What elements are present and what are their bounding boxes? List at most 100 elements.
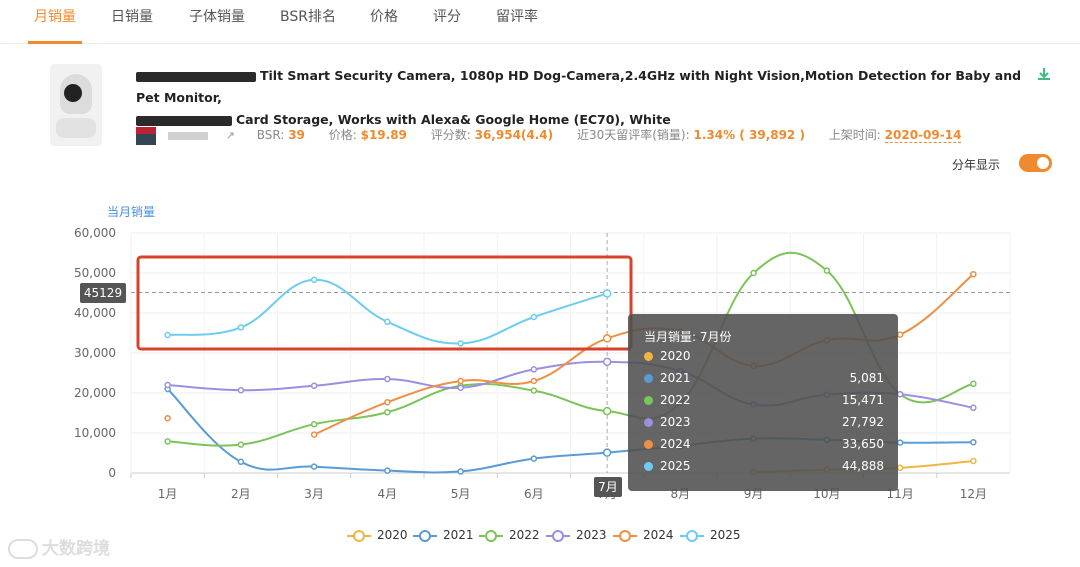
legend-label: 2025	[710, 528, 741, 542]
tab-review-rate[interactable]: 留评率	[496, 9, 538, 25]
watermark: 大数跨境	[8, 534, 110, 559]
y-tick-label: 10,000	[74, 426, 116, 440]
tab-monthly-sales[interactable]: 月销量	[34, 9, 76, 25]
data-point-2022	[310, 420, 318, 428]
data-point-2021	[530, 455, 538, 462]
y-tick-label: 50,000	[74, 266, 116, 280]
product-title[interactable]: Tilt Smart Security Camera, 1080p HD Dog…	[136, 65, 1026, 131]
tooltip-series-value: 5,081	[849, 371, 884, 385]
review-rate-value: 1.34% ( 39,892 )	[693, 128, 805, 142]
crosshair-y-label: 45129	[80, 283, 126, 303]
data-point-2021	[602, 448, 612, 457]
tooltip-title: 当月销量: 7月份	[644, 330, 732, 344]
tooltip-dot	[644, 418, 653, 427]
tooltip-series-name: 2021	[660, 371, 691, 385]
x-tick-label: 6月	[524, 487, 544, 501]
review-rate-label: 近30天留评率(销量):	[576, 128, 690, 142]
data-point-2024	[530, 377, 538, 385]
tab-daily-sales[interactable]: 日销量	[111, 9, 153, 25]
tooltip-series-name: 2020	[660, 349, 691, 363]
external-link-icon[interactable]: ↗	[225, 129, 235, 142]
data-point-2024	[384, 398, 391, 406]
data-point-2022	[530, 387, 538, 394]
data-point-2025	[384, 318, 391, 326]
data-point-2023	[164, 381, 171, 389]
y-tick-label: 0	[108, 466, 116, 480]
download-icon[interactable]	[1036, 66, 1052, 82]
tooltip-dot	[644, 396, 653, 405]
tooltip-dot	[644, 440, 653, 449]
y-tick-label: 30,000	[74, 346, 116, 360]
tooltip-row: 2022 15,471	[644, 393, 884, 409]
product-title-line1: Tilt Smart Security Camera, 1080p HD Dog…	[136, 68, 1022, 105]
data-point-2022	[384, 408, 391, 416]
y-tick-label: 60,000	[74, 226, 116, 240]
tab-price[interactable]: 价格	[370, 9, 398, 25]
toggle-knob	[1037, 157, 1049, 169]
tab-variant-sales[interactable]: 子体销量	[189, 9, 245, 25]
data-point-2021	[310, 463, 318, 470]
tab-bsr-rank[interactable]: BSR排名	[280, 9, 336, 25]
series-line-2025	[167, 278, 608, 345]
legend-label: 2020	[377, 528, 408, 542]
crosshair-x-label: 7月	[594, 477, 622, 497]
data-point-2023	[602, 357, 612, 367]
x-tick-label: 12月	[960, 487, 987, 501]
data-point-2022	[823, 267, 831, 274]
data-point-2024	[457, 377, 464, 385]
data-point-2024	[970, 270, 977, 278]
chart-tooltip: 当月销量: 7月份 2020 2021 5,081 2022 15,471 2023…	[628, 314, 898, 491]
x-tick-label: 5月	[451, 487, 471, 501]
data-point-2021	[970, 438, 977, 446]
data-point-2023	[237, 386, 245, 394]
chart-legend: 2020 2021 2022 2023 2024 2025	[0, 528, 1080, 548]
tooltip-row: 2025 44,888	[644, 459, 884, 475]
tooltip-dot	[644, 352, 653, 361]
tooltip-series-value: 33,650	[842, 437, 884, 451]
y-axis-title: 当月销量	[107, 205, 155, 219]
highlight-box	[136, 255, 633, 351]
tooltip-row: 2024 33,650	[644, 437, 884, 453]
data-point-2024	[164, 414, 171, 422]
watermark-text: 大数跨境	[42, 539, 110, 559]
data-point-2025	[530, 313, 538, 321]
data-point-2025	[164, 331, 171, 339]
data-point-2025	[310, 276, 318, 284]
tooltip-series-value: 15,471	[842, 393, 884, 407]
tab-bar: 月销量 日销量 子体销量 BSR排名 价格 评分 留评率	[0, 0, 1080, 44]
tooltip-dot	[644, 374, 653, 383]
tooltip-series-name: 2022	[660, 393, 691, 407]
price-label: 价格:	[328, 128, 357, 142]
redacted-asin	[167, 131, 208, 140]
data-point-2025	[237, 324, 245, 331]
data-point-2022	[164, 438, 171, 445]
yearly-toggle[interactable]	[1019, 154, 1052, 172]
rating-value: 36,954(4.4)	[474, 128, 554, 142]
product-meta: ↗ BSR: 39 价格: $19.89 评分数: 36,954(4.4) 近3…	[136, 126, 962, 145]
listed-date-label: 上架时间:	[828, 128, 881, 142]
data-point-2022	[602, 406, 612, 416]
legend-label: 2022	[509, 528, 540, 542]
data-point-2025	[457, 340, 464, 347]
listed-date-value[interactable]: 2020-09-14	[884, 128, 962, 143]
data-point-2021	[237, 458, 245, 466]
data-point-2024	[310, 431, 318, 438]
tooltip-series-name: 2023	[660, 415, 691, 429]
product-thumbnail[interactable]	[50, 64, 102, 146]
data-point-2025	[602, 289, 612, 298]
tooltip-series-name: 2025	[660, 459, 691, 473]
tab-rating[interactable]: 评分	[433, 9, 461, 25]
bsr-value: 39	[288, 128, 305, 142]
legend-label: 2023	[576, 528, 607, 542]
data-point-2023	[970, 404, 977, 412]
watermark-logo-icon	[8, 539, 38, 559]
data-point-2023	[896, 390, 904, 398]
x-tick-label: 3月	[304, 487, 324, 501]
data-point-2024	[602, 334, 612, 343]
legend-label: 2021	[443, 528, 474, 542]
data-point-2023	[384, 375, 391, 383]
data-point-2021	[457, 468, 464, 475]
data-point-2021	[384, 467, 391, 474]
data-point-2024	[896, 331, 904, 338]
